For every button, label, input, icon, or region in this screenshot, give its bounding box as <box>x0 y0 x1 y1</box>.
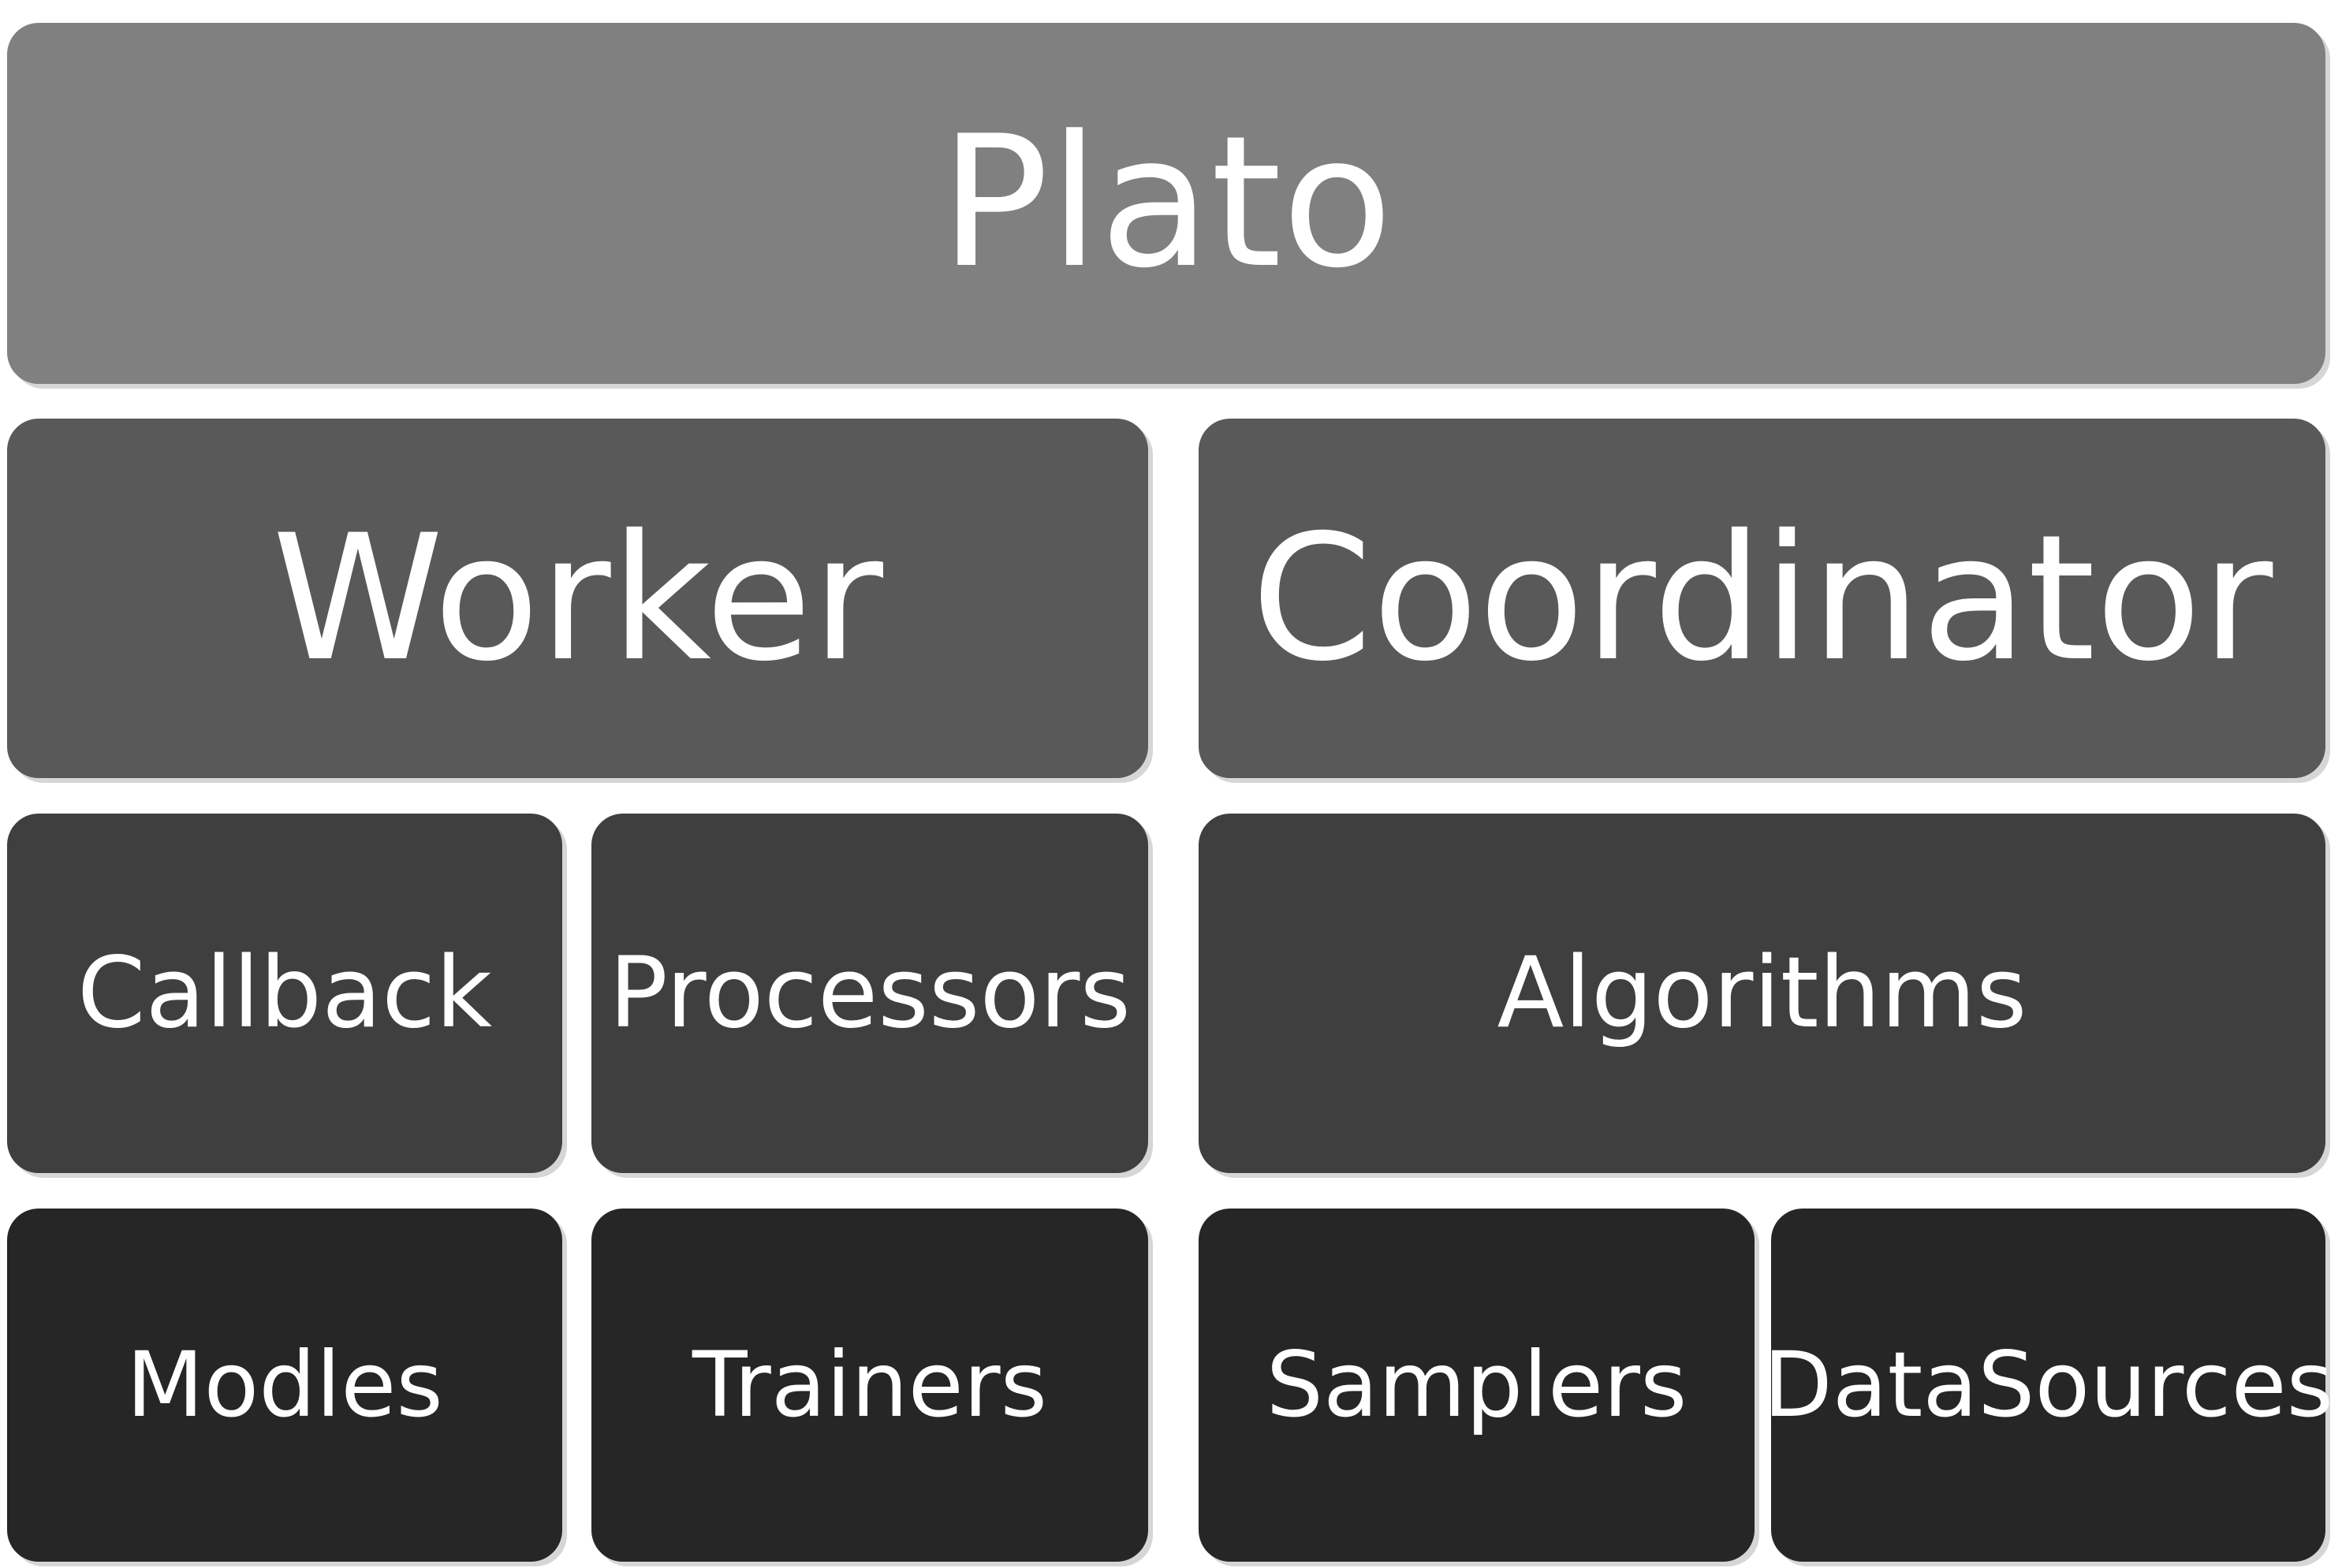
block-callback: Callback <box>7 814 562 1173</box>
block-modles: Modles <box>7 1209 562 1562</box>
block-modles-label: Modles <box>126 1332 443 1437</box>
block-trainers-label: Trainers <box>692 1332 1047 1437</box>
block-trainers: Trainers <box>591 1209 1148 1562</box>
block-worker: Worker <box>7 419 1148 778</box>
block-plato: Plato <box>7 23 2325 384</box>
block-callback-label: Callback <box>76 937 493 1050</box>
block-processors: Processors <box>591 814 1148 1173</box>
block-algorithms-label: Algorithms <box>1497 937 2027 1050</box>
block-processors-label: Processors <box>609 937 1131 1050</box>
block-coordinator: Coordinator <box>1199 419 2325 778</box>
block-worker-label: Worker <box>271 497 884 699</box>
block-plato-label: Plato <box>939 98 1393 308</box>
block-algorithms: Algorithms <box>1199 814 2325 1173</box>
block-coordinator-label: Coordinator <box>1251 497 2273 699</box>
block-samplers: Samplers <box>1199 1209 1755 1562</box>
block-samplers-label: Samplers <box>1266 1332 1688 1437</box>
block-datasources-label: DataSources <box>1762 1332 2334 1437</box>
block-datasources: DataSources <box>1763 1209 2333 1562</box>
